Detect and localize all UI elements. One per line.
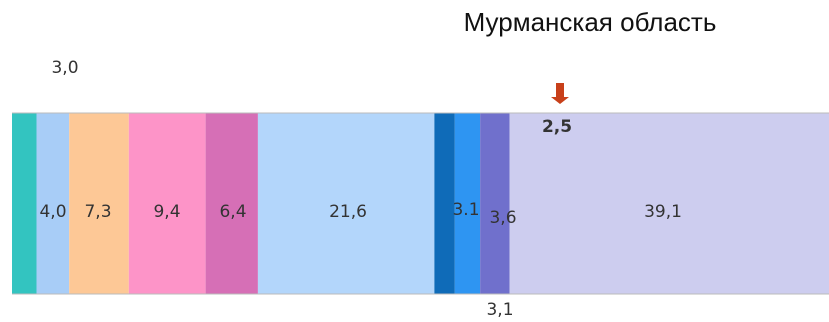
bar-segment <box>12 113 37 294</box>
bar-segment <box>69 113 129 294</box>
bar-segment <box>434 113 455 294</box>
value-label: 4,0 <box>39 202 66 222</box>
bar-segment <box>205 113 258 294</box>
value-label: 6,4 <box>219 202 246 222</box>
bar-segment <box>257 113 435 294</box>
arrow-shaft <box>556 83 564 99</box>
bar-segment <box>454 113 481 294</box>
value-label: 7,3 <box>84 202 111 222</box>
value-label: 39,1 <box>644 202 682 222</box>
value-label: 3,0 <box>51 58 78 78</box>
bar-segment <box>128 113 206 294</box>
value-label: 21,6 <box>329 202 367 222</box>
value-label: 3,6 <box>489 208 516 228</box>
annotation: 3,1 <box>486 300 513 320</box>
arrow-head <box>551 97 569 104</box>
value-label: 2,5 <box>542 117 572 137</box>
bar-segment <box>480 113 510 294</box>
bar-segment <box>36 113 70 294</box>
chart-title: Мурманская область <box>464 7 717 37</box>
bar-segment <box>509 113 829 294</box>
value-label: 3.1 <box>452 200 479 220</box>
value-label: 9,4 <box>153 202 180 222</box>
